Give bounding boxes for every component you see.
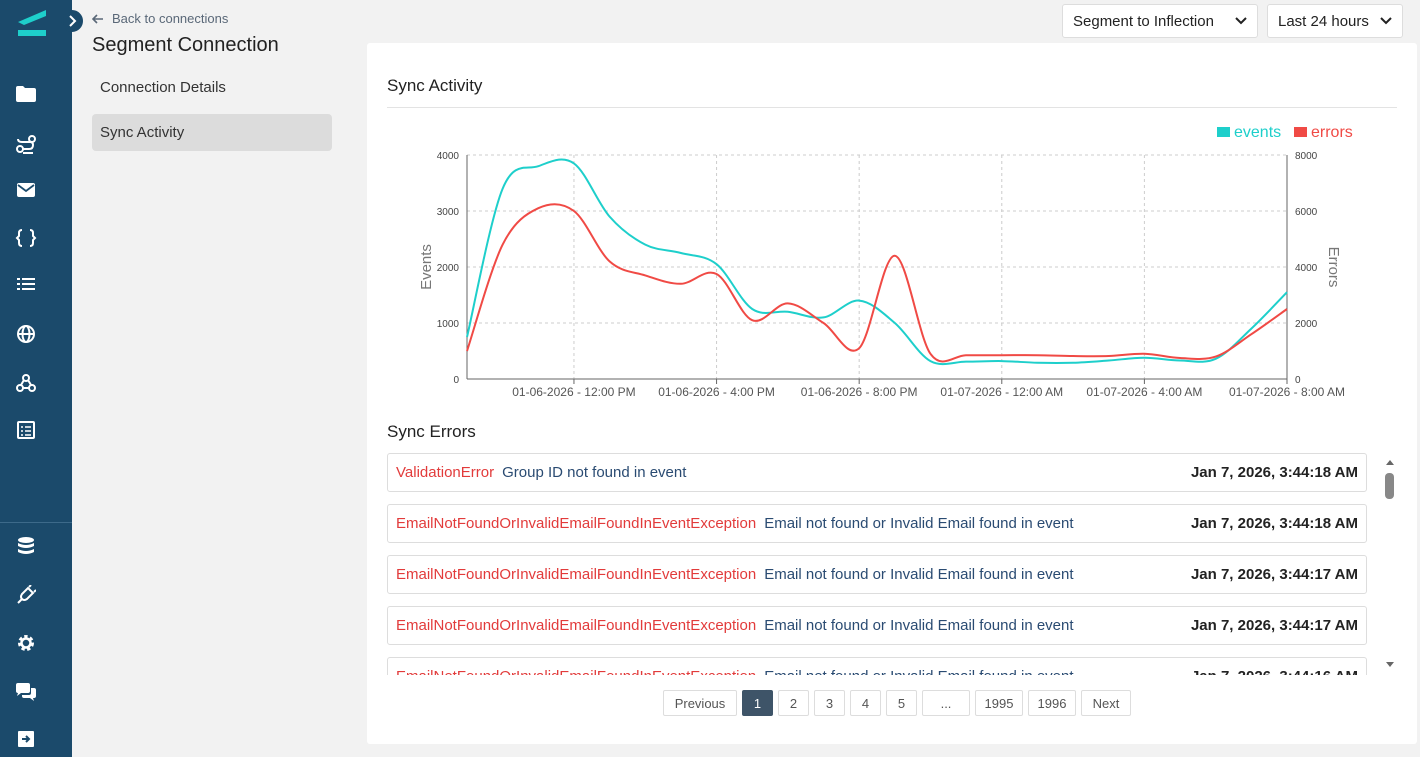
sync-errors-title: Sync Errors [387, 422, 476, 441]
page-ellipsis: ... [922, 690, 970, 716]
expand-rail-button[interactable] [61, 10, 83, 32]
x-tick-label: 01-06-2026 - 4:00 PM [658, 385, 775, 399]
error-message: Email not found or Invalid Email found i… [764, 566, 1074, 583]
scroll-up-icon[interactable] [1385, 458, 1395, 466]
series-line-events [466, 158, 1288, 366]
y2-tick-label: 4000 [1295, 263, 1318, 274]
error-row[interactable]: EmailNotFoundOrInvalidEmailFoundInEventE… [387, 555, 1367, 594]
table-icon[interactable] [14, 418, 38, 442]
x-tick-label: 01-06-2026 - 12:00 PM [512, 385, 635, 399]
page-button[interactable]: 4 [850, 690, 881, 716]
mail-icon[interactable] [14, 178, 38, 202]
x-tick-label: 01-07-2026 - 4:00 AM [1086, 385, 1202, 399]
chevron-down-icon [1235, 17, 1247, 25]
error-message: Group ID not found in event [502, 464, 687, 481]
nav-rail [0, 0, 83, 757]
y2-axis-label: Errors [1325, 247, 1342, 288]
page-button[interactable]: 2 [778, 690, 809, 716]
y-tick-label: 0 [453, 375, 459, 386]
globe-icon[interactable] [14, 322, 38, 346]
error-message: Email not found or Invalid Email found i… [764, 617, 1074, 634]
chat-icon[interactable] [14, 680, 38, 704]
legend-swatch-events [1217, 127, 1230, 137]
nav-item-label: Connection Details [100, 79, 226, 96]
error-row[interactable]: EmailNotFoundOrInvalidEmailFoundInEventE… [387, 504, 1367, 543]
sidenav: Back to connections Segment Connection C… [72, 0, 362, 757]
time-range-value: Last 24 hours [1278, 12, 1369, 30]
list-icon[interactable] [14, 272, 38, 296]
error-type: EmailNotFoundOrInvalidEmailFoundInEventE… [396, 515, 757, 532]
gear-icon[interactable] [14, 631, 38, 655]
x-tick-label: 01-07-2026 - 8:00 AM [1229, 385, 1345, 399]
plug-icon[interactable] [14, 583, 38, 607]
page-button[interactable]: 1995 [975, 690, 1023, 716]
pipeline-icon[interactable] [14, 133, 38, 157]
next-page-button[interactable]: Next [1081, 690, 1131, 716]
error-type: ValidationError [396, 464, 495, 481]
legend-swatch-errors [1294, 127, 1307, 137]
error-type: EmailNotFoundOrInvalidEmailFoundInEventE… [396, 668, 756, 675]
y-axis-label: Events [418, 244, 435, 290]
nav-item-label: Sync Activity [100, 124, 185, 141]
error-timestamp: Jan 7, 2026, 3:44:17 AM [1190, 617, 1358, 634]
previous-page-button[interactable]: Previous [663, 690, 737, 716]
arrow-left-icon [92, 13, 103, 24]
error-message: Email not found or Invalid Email found i… [764, 515, 1074, 532]
error-timestamp: Jan 7, 2026, 3:44:18 AM [1190, 515, 1358, 532]
y-tick-label: 3000 [437, 207, 460, 218]
page-button[interactable]: 1996 [1028, 690, 1076, 716]
page-title: Segment Connection [92, 34, 279, 56]
error-timestamp: Jan 7, 2026, 3:44:16 AM [1191, 668, 1358, 675]
title-divider [387, 107, 1397, 108]
legend-label-errors: errors [1311, 124, 1353, 141]
webhook-icon[interactable] [14, 371, 38, 395]
y-tick-label: 1000 [437, 319, 460, 330]
y2-tick-label: 2000 [1295, 319, 1318, 330]
series-line-errors [466, 203, 1288, 363]
nav-sync-activity[interactable]: Sync Activity [92, 114, 332, 151]
page-button[interactable]: 3 [814, 690, 845, 716]
scrollbar-thumb[interactable] [1385, 473, 1394, 499]
x-tick-label: 01-06-2026 - 8:00 PM [801, 385, 918, 399]
chevron-down-icon [1380, 17, 1392, 25]
page-button[interactable]: 1 [742, 690, 773, 716]
error-row[interactable]: EmailNotFoundOrInvalidEmailFoundInEventE… [387, 657, 1367, 675]
folder-icon[interactable] [14, 82, 38, 106]
sync-activity-title: Sync Activity [387, 76, 483, 95]
y2-tick-label: 6000 [1295, 207, 1318, 218]
connection-select-value: Segment to Inflection [1073, 12, 1214, 30]
sync-activity-chart: 0 1000 2000 3000 4000 0 2000 4000 6000 8000 01-06-… [418, 124, 1353, 399]
error-type: EmailNotFoundOrInvalidEmailFoundInEventE… [396, 566, 757, 583]
y2-tick-label: 8000 [1295, 151, 1318, 162]
legend-label-events: events [1234, 124, 1281, 141]
rail-divider [0, 522, 72, 523]
error-row[interactable]: EmailNotFoundOrInvalidEmailFoundInEventE… [387, 606, 1367, 645]
back-label: Back to connections [112, 11, 229, 26]
error-timestamp: Jan 7, 2026, 3:44:18 AM [1190, 464, 1358, 481]
app-logo[interactable] [14, 8, 50, 38]
main-panel: Sync Activity 0 1000 2000 3000 4000 0 2000 4000… [367, 43, 1417, 744]
sync-errors-list[interactable]: ValidationError Group ID not found in eve… [387, 453, 1369, 675]
y-tick-label: 2000 [437, 263, 460, 274]
error-row[interactable]: ValidationError Group ID not found in eve… [387, 453, 1367, 492]
y-tick-label: 4000 [437, 151, 460, 162]
error-message: Email not found or Invalid Email found i… [764, 668, 1073, 675]
scroll-down-icon[interactable] [1385, 661, 1395, 669]
chevron-right-icon [69, 15, 77, 27]
error-timestamp: Jan 7, 2026, 3:44:17 AM [1190, 566, 1358, 583]
code-braces-icon[interactable] [14, 226, 38, 250]
time-range-select[interactable]: Last 24 hours [1267, 4, 1403, 38]
x-tick-label: 01-07-2026 - 12:00 AM [940, 385, 1063, 399]
nav-connection-details[interactable]: Connection Details [92, 69, 332, 106]
database-icon[interactable] [14, 534, 38, 558]
connection-select[interactable]: Segment to Inflection [1062, 4, 1258, 38]
page-button[interactable]: 5 [886, 690, 917, 716]
error-type: EmailNotFoundOrInvalidEmailFoundInEventE… [396, 617, 757, 634]
y2-tick-label: 0 [1295, 375, 1301, 386]
logout-icon[interactable] [14, 727, 38, 751]
back-to-connections-link[interactable]: Back to connections [92, 11, 228, 26]
errors-scrollbar[interactable] [1385, 458, 1395, 673]
